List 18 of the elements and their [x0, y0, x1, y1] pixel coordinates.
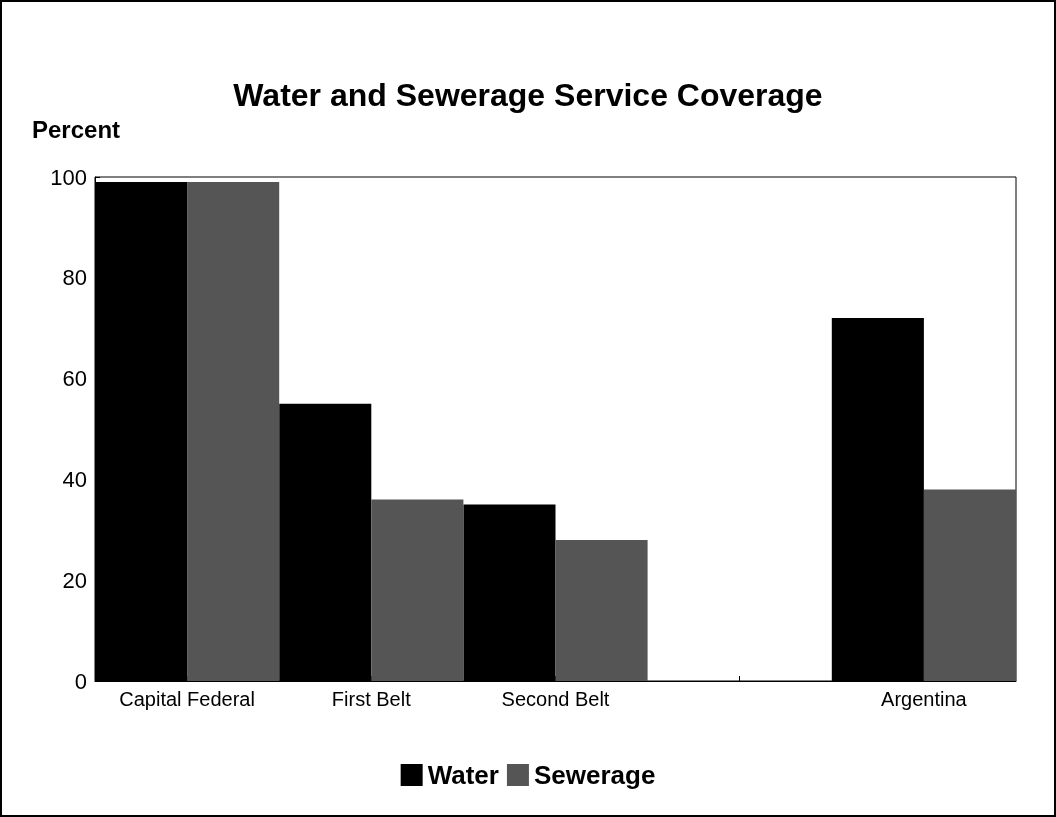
legend-label: Sewerage [533, 760, 656, 790]
bar [187, 182, 280, 681]
y-tick-label: 0 [74, 668, 87, 694]
bar [555, 539, 648, 681]
y-tick-label: 80 [62, 265, 87, 291]
chart-title: Water and Sewerage Service Coverage [233, 77, 823, 113]
x-tick-label: Capital Federal [119, 688, 255, 710]
x-tick-label: First Belt [331, 688, 412, 710]
legend-label: Water [427, 760, 499, 790]
x-tick-label: Argentina [881, 688, 968, 710]
y-tick-label: 100 [50, 164, 87, 190]
y-tick-label: 20 [62, 567, 87, 593]
y-tick-label: 60 [62, 366, 87, 392]
bar [371, 499, 464, 681]
y-axis-title: Percent [32, 115, 121, 143]
x-tick-label: Second Belt [501, 688, 610, 710]
bar [923, 489, 1016, 681]
y-tick-label: 40 [62, 466, 87, 492]
